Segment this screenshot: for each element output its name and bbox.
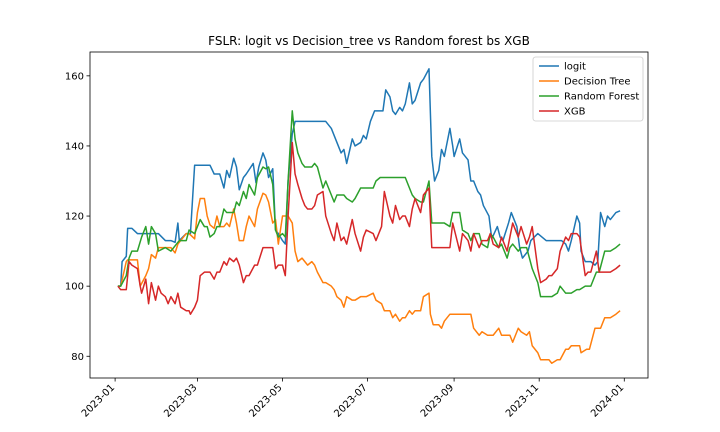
x-tick-label: 2023-05 [247, 382, 284, 419]
x-tick-label: 2023-07 [332, 382, 369, 419]
legend: logit Decision Tree Random Forest XGB [532, 56, 644, 122]
y-tick-label: 100 [65, 282, 84, 293]
legend-label: Random Forest [564, 92, 639, 103]
series-line-decision-tree [117, 192, 621, 365]
legend-label: Decision Tree [564, 77, 631, 88]
series-lines [117, 68, 621, 365]
chart-title: FSLR: logit vs Decision_tree vs Random f… [208, 34, 530, 48]
legend-box [532, 56, 644, 122]
y-tick-label: 120 [65, 212, 84, 223]
series-line-random-forest [117, 110, 621, 298]
x-tick-label: 2023-01 [80, 382, 117, 419]
plot-area [89, 51, 649, 379]
y-tick-label: 80 [71, 352, 84, 363]
x-tick-label: 2024-01 [589, 382, 626, 419]
x-tick-label: 2023-09 [419, 382, 456, 419]
legend-label: XGB [564, 107, 586, 118]
series-line-logit [117, 68, 621, 287]
y-axis: 80 100 120 140 160 [65, 71, 90, 363]
series-line-xgb [117, 141, 621, 315]
legend-label: logit [564, 62, 586, 73]
x-tick-label: 2023-11 [504, 382, 541, 419]
x-axis: 2023-01 2023-03 2023-05 2023-07 2023-09 2023-… [80, 378, 626, 420]
y-tick-label: 160 [65, 71, 84, 82]
x-tick-label: 2023-03 [162, 382, 199, 419]
y-tick-label: 140 [65, 141, 84, 152]
